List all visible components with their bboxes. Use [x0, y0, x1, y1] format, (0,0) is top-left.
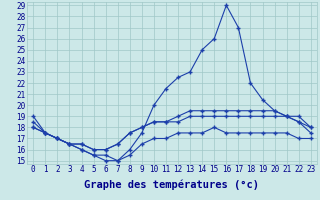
X-axis label: Graphe des températures (°c): Graphe des températures (°c) [84, 180, 260, 190]
